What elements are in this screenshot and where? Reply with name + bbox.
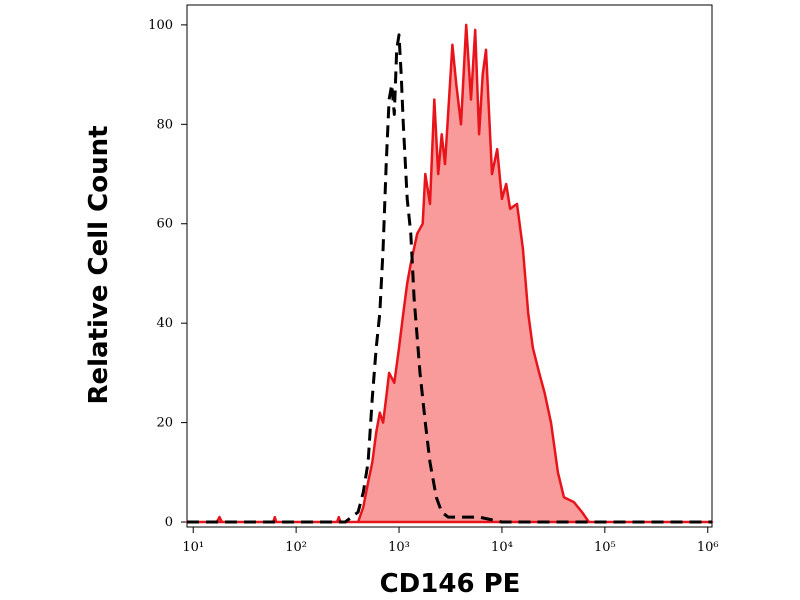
x-tick-label: 10²: [285, 540, 307, 555]
y-tick-label: 60: [156, 217, 173, 232]
y-axis-title: Relative Cell Count: [84, 125, 114, 404]
y-tick-label: 0: [165, 515, 173, 530]
x-axis-title: CD146 PE: [380, 569, 521, 599]
y-tick-label: 80: [156, 117, 173, 132]
y-tick-label: 20: [156, 416, 173, 431]
y-tick-label: 40: [156, 316, 173, 331]
x-tick-label: 10³: [388, 540, 410, 555]
histogram-area: [185, 23, 714, 524]
x-tick-label: 10⁴: [491, 540, 513, 555]
x-tick-label: 10¹: [182, 540, 204, 555]
x-tick-label: 10⁶: [697, 540, 719, 555]
plot-frame: [186, 4, 713, 528]
x-tick-label: 10⁵: [594, 540, 616, 555]
y-tick-label: 100: [148, 18, 173, 33]
histogram-line: [187, 33, 712, 524]
